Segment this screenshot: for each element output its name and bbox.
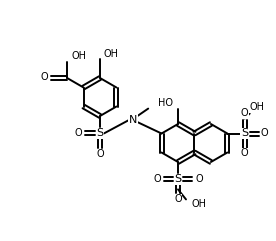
Text: O: O	[261, 128, 269, 139]
Text: S: S	[241, 128, 248, 139]
Text: O: O	[241, 148, 248, 159]
Text: O: O	[241, 108, 248, 119]
Text: N: N	[129, 115, 137, 125]
Text: O: O	[195, 174, 203, 184]
Text: OH: OH	[104, 49, 119, 59]
Text: O: O	[174, 194, 182, 204]
Text: OH: OH	[71, 51, 86, 61]
Text: O: O	[153, 174, 161, 184]
Text: S: S	[174, 174, 182, 184]
Text: HO: HO	[158, 98, 173, 108]
Text: OH: OH	[192, 199, 207, 209]
Text: O: O	[40, 72, 48, 82]
Text: O: O	[96, 149, 104, 159]
Text: S: S	[96, 128, 104, 138]
Text: O: O	[74, 128, 82, 138]
Text: OH: OH	[250, 102, 265, 113]
